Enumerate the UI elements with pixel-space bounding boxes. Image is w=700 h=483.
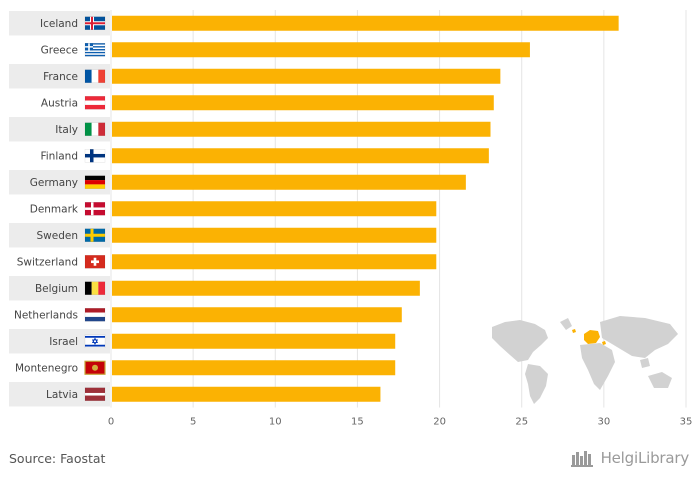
x-tick-label: 15 bbox=[351, 417, 364, 428]
greece-flag-icon bbox=[84, 43, 106, 57]
category-label: France bbox=[43, 71, 78, 83]
bar-montenegro bbox=[112, 360, 396, 376]
bar-germany bbox=[112, 174, 466, 190]
netherlands-flag-icon bbox=[84, 308, 106, 322]
category-label: Austria bbox=[41, 98, 78, 110]
category-label: Iceland bbox=[40, 18, 78, 30]
x-tick-label: 30 bbox=[597, 417, 610, 428]
x-tick-label: 0 bbox=[108, 417, 114, 428]
france-flag-icon bbox=[84, 69, 106, 83]
category-label: Greece bbox=[41, 45, 78, 57]
bar-netherlands bbox=[112, 307, 402, 323]
bar-iceland bbox=[112, 15, 619, 31]
switzerland-flag-icon bbox=[84, 255, 106, 269]
bar-austria bbox=[112, 95, 494, 111]
finland-flag-icon bbox=[84, 149, 106, 163]
category-label: Latvia bbox=[46, 389, 78, 401]
iceland-flag-icon bbox=[84, 16, 106, 30]
germany-flag-icon bbox=[84, 175, 106, 189]
brand-name: HelgiLibrary bbox=[600, 449, 690, 467]
category-label: Montenegro bbox=[15, 363, 78, 375]
category-label: Germany bbox=[30, 177, 78, 189]
category-label: Finland bbox=[40, 151, 78, 163]
bar-latvia bbox=[112, 386, 381, 402]
bar-italy bbox=[112, 121, 491, 137]
italy-flag-icon bbox=[84, 122, 106, 136]
category-label: Netherlands bbox=[14, 310, 78, 322]
library-logo-icon bbox=[570, 451, 593, 467]
bar-chart: Iceland Greece France Austria Italy Finland Ge… bbox=[9, 10, 693, 428]
x-tick-label: 5 bbox=[190, 417, 196, 428]
category-label: Israel bbox=[49, 336, 78, 348]
denmark-flag-icon bbox=[84, 202, 106, 216]
austria-flag-icon bbox=[84, 96, 106, 110]
x-tick-label: 35 bbox=[680, 417, 693, 428]
bar-belgium bbox=[112, 280, 420, 296]
brand-logo: HelgiLibrary bbox=[570, 449, 690, 467]
israel-flag-icon bbox=[84, 334, 106, 348]
bar-finland bbox=[112, 148, 489, 164]
bar-greece bbox=[112, 42, 530, 58]
bar-switzerland bbox=[112, 254, 437, 270]
world-map-watermark bbox=[492, 316, 678, 404]
belgium-flag-icon bbox=[84, 281, 106, 295]
bar-israel bbox=[112, 333, 396, 349]
bar-france bbox=[112, 68, 501, 84]
x-tick-label: 10 bbox=[269, 417, 282, 428]
source-note: Source: Faostat bbox=[9, 451, 106, 466]
category-label: Belgium bbox=[35, 283, 78, 295]
bar-denmark bbox=[112, 201, 437, 217]
category-label: Sweden bbox=[37, 230, 79, 242]
category-label: Italy bbox=[55, 124, 78, 136]
x-tick-label: 20 bbox=[433, 417, 446, 428]
bar-sweden bbox=[112, 227, 437, 243]
sweden-flag-icon bbox=[84, 228, 106, 242]
category-label: Denmark bbox=[30, 204, 79, 216]
montenegro-flag-icon bbox=[84, 360, 106, 375]
latvia-flag-icon bbox=[84, 387, 106, 401]
category-label: Switzerland bbox=[17, 257, 78, 269]
x-tick-label: 25 bbox=[515, 417, 528, 428]
